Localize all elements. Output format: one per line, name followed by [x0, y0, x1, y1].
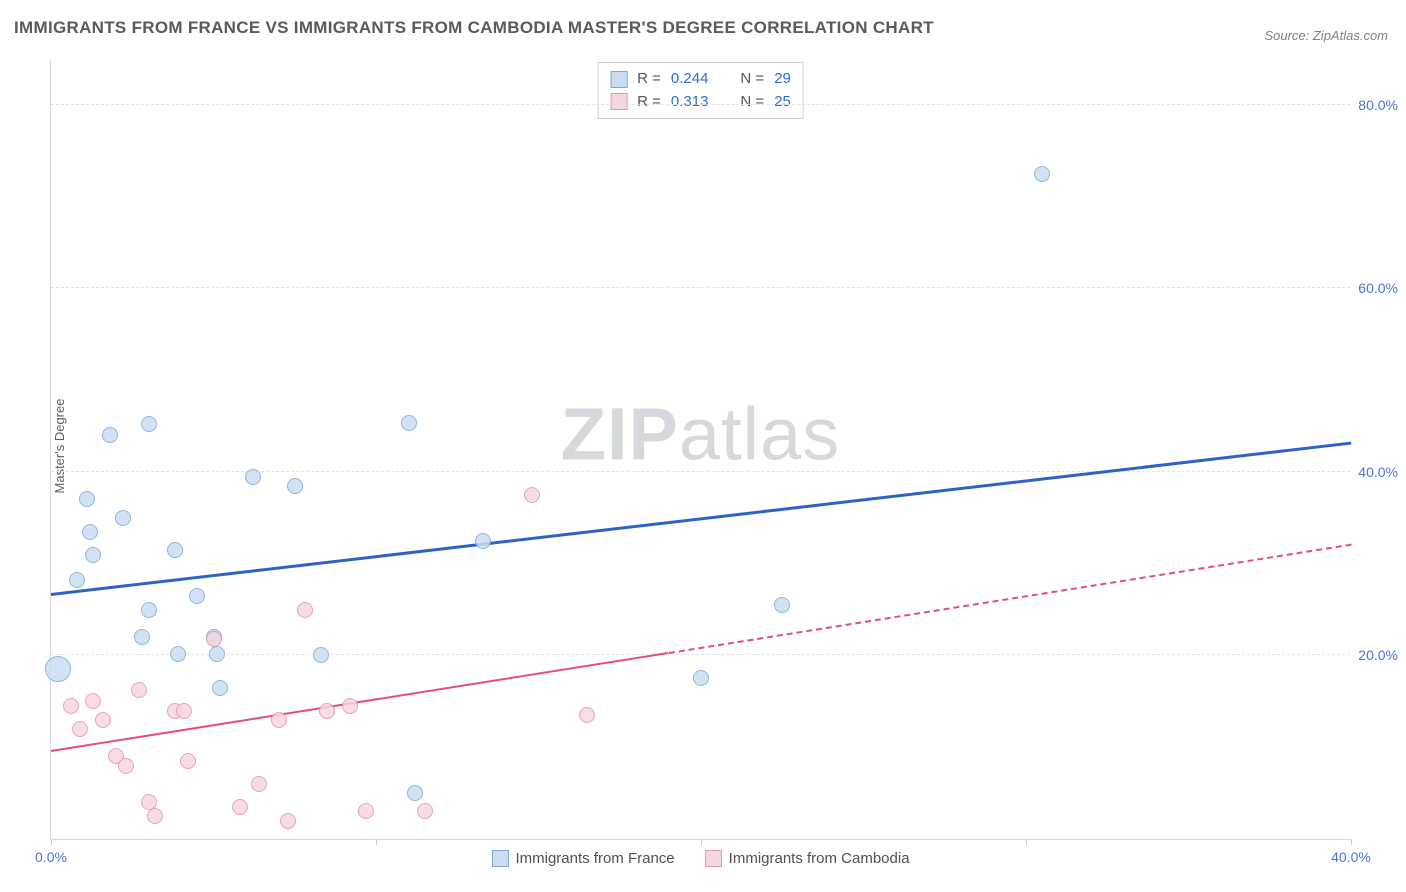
x-tick-label: 40.0% — [1331, 849, 1371, 865]
data-point — [69, 572, 85, 588]
chart-title: IMMIGRANTS FROM FRANCE VS IMMIGRANTS FRO… — [14, 18, 934, 38]
legend-swatch — [705, 850, 722, 867]
data-point — [358, 803, 374, 819]
data-point — [287, 478, 303, 494]
legend-swatch — [610, 71, 627, 88]
data-point — [245, 469, 261, 485]
legend-r-value: 0.244 — [671, 68, 709, 91]
legend-correlation-row: R = 0.313 N = 25 — [610, 91, 791, 114]
legend-n-value: 25 — [774, 91, 791, 114]
trend-line — [668, 543, 1351, 653]
legend-swatch — [610, 93, 627, 110]
data-point — [141, 602, 157, 618]
data-point — [167, 542, 183, 558]
watermark: ZIPatlas — [561, 391, 840, 476]
data-point — [271, 712, 287, 728]
plot-area: ZIPatlas R =0.244N =29R =0.313N =25 Immi… — [50, 60, 1350, 840]
data-point — [170, 646, 186, 662]
data-point — [579, 707, 595, 723]
legend-series-item: Immigrants from Cambodia — [705, 850, 910, 867]
data-point — [693, 670, 709, 686]
x-tick — [1026, 839, 1027, 845]
legend-correlation: R = 0.244 N = 29 R = 0.313 N = 25 — [597, 62, 804, 119]
data-point — [102, 427, 118, 443]
legend-series-label: Immigrants from Cambodia — [729, 850, 910, 867]
data-point — [115, 510, 131, 526]
data-point — [297, 602, 313, 618]
data-point — [280, 813, 296, 829]
legend-series: Immigrants from France Immigrants from Ca… — [491, 850, 909, 867]
data-point — [147, 808, 163, 824]
data-point — [134, 629, 150, 645]
legend-r-label: R = — [637, 91, 661, 114]
data-point — [118, 758, 134, 774]
data-point — [1034, 166, 1050, 182]
data-point — [209, 646, 225, 662]
x-tick-label: 0.0% — [35, 849, 67, 865]
legend-n-label: N = — [740, 68, 764, 91]
data-point — [82, 524, 98, 540]
legend-correlation-row: R = 0.244 N = 29 — [610, 68, 791, 91]
y-tick-label: 20.0% — [1358, 647, 1398, 663]
watermark-rest: atlas — [679, 392, 840, 475]
data-point — [79, 491, 95, 507]
legend-series-label: Immigrants from France — [515, 850, 674, 867]
x-tick — [701, 839, 702, 845]
gridline-horizontal — [51, 104, 1350, 105]
source-attribution: Source: ZipAtlas.com — [1264, 28, 1388, 43]
data-point — [180, 753, 196, 769]
x-tick — [376, 839, 377, 845]
data-point — [774, 597, 790, 613]
data-point — [131, 682, 147, 698]
data-point — [72, 721, 88, 737]
legend-swatch — [491, 850, 508, 867]
data-point — [85, 547, 101, 563]
data-point — [313, 647, 329, 663]
watermark-bold: ZIP — [561, 392, 679, 475]
trend-line — [51, 652, 669, 752]
legend-series-item: Immigrants from France — [491, 850, 674, 867]
legend-n-value: 29 — [774, 68, 791, 91]
data-point — [206, 631, 222, 647]
legend-n-label: N = — [740, 91, 764, 114]
gridline-horizontal — [51, 654, 1350, 655]
data-point — [401, 415, 417, 431]
data-point — [212, 680, 228, 696]
x-tick — [51, 839, 52, 845]
legend-r-label: R = — [637, 68, 661, 91]
y-tick-label: 60.0% — [1358, 280, 1398, 296]
data-point — [189, 588, 205, 604]
y-tick-label: 80.0% — [1358, 97, 1398, 113]
data-point — [45, 656, 71, 682]
legend-r-value: 0.313 — [671, 91, 709, 114]
data-point — [524, 487, 540, 503]
y-tick-label: 40.0% — [1358, 464, 1398, 480]
data-point — [342, 698, 358, 714]
gridline-horizontal — [51, 287, 1350, 288]
data-point — [176, 703, 192, 719]
data-point — [141, 416, 157, 432]
data-point — [232, 799, 248, 815]
data-point — [251, 776, 267, 792]
data-point — [417, 803, 433, 819]
data-point — [407, 785, 423, 801]
data-point — [319, 703, 335, 719]
x-tick — [1351, 839, 1352, 845]
data-point — [95, 712, 111, 728]
data-point — [475, 533, 491, 549]
data-point — [85, 693, 101, 709]
data-point — [63, 698, 79, 714]
trend-line — [51, 441, 1351, 595]
